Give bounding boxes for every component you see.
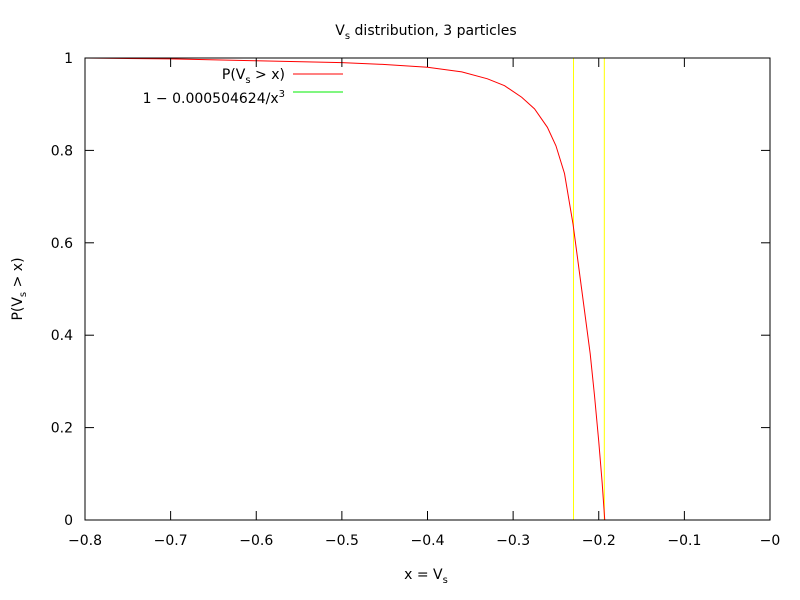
series-lines [84, 57, 702, 521]
x-tick-labels: −0.8 −0.7 −0.6 −0.5 −0.4 −0.3 −0.2 −0.1 −0 [68, 533, 780, 549]
xlabel-sub: s [443, 575, 448, 586]
chart-title: Vs distribution, 3 particles [335, 23, 516, 42]
title-rest: distribution, 3 particles [350, 23, 517, 39]
y-tick-label: 0.8 [51, 143, 73, 159]
legend-red-main: P(V [222, 67, 246, 83]
series-line-red [84, 57, 606, 521]
ylabel-rest: > x) [10, 257, 26, 291]
x-tick-label: −0.8 [68, 533, 102, 549]
legend-entry-red: P(Vs > x) [222, 67, 343, 86]
x-tick-label: −0 [760, 533, 781, 549]
ylabel-sub: s [18, 292, 29, 297]
x-tick-label: −0.4 [411, 533, 445, 549]
svg-text:P(Vs > x): P(Vs > x) [222, 67, 285, 86]
legend-red-rest: > x) [251, 67, 285, 83]
y-tick-label: 1 [64, 51, 73, 67]
y-axis-label: P(Vs > x) [10, 257, 29, 320]
svg-text:x = Vs: x = Vs [404, 567, 448, 586]
x-tick-label: −0.6 [239, 533, 273, 549]
title-sub: s [345, 31, 350, 42]
legend-green-main: 1 − 0.000504624/x [143, 91, 279, 107]
svg-text:1 − 0.000504624/x3: 1 − 0.000504624/x3 [143, 89, 285, 107]
x-axis-label: x = Vs [404, 567, 448, 586]
ylabel-main: P(V [10, 297, 26, 321]
xlabel-main: x = V [404, 567, 443, 583]
x-tick-label: −0.2 [582, 533, 616, 549]
plot-frame [84, 57, 771, 521]
legend: P(Vs > x) 1 − 0.000504624/x3 [143, 67, 343, 107]
y-tick-label: 0 [64, 513, 73, 529]
legend-entry-green: 1 − 0.000504624/x3 [143, 89, 343, 107]
x-tick-label: −0.5 [325, 533, 359, 549]
y-tick-label: 0.6 [51, 236, 73, 252]
vertical-lines [572, 58, 605, 520]
y-tick-label: 0.4 [51, 328, 73, 344]
svg-text:Vs distribution, 3 particles: Vs distribution, 3 particles [335, 23, 516, 42]
axis-ticks [84, 57, 771, 521]
svg-text:P(Vs > x): P(Vs > x) [10, 257, 29, 320]
x-tick-label: −0.7 [154, 533, 188, 549]
legend-green-sup: 3 [279, 89, 285, 100]
x-tick-label: −0.3 [496, 533, 530, 549]
title-main: V [335, 23, 345, 39]
x-tick-label: −0.1 [667, 533, 701, 549]
legend-red-sub: s [245, 75, 250, 86]
y-tick-label: 0.2 [51, 421, 73, 437]
y-tick-labels: 0 0.2 0.4 0.6 0.8 1 [51, 51, 73, 529]
